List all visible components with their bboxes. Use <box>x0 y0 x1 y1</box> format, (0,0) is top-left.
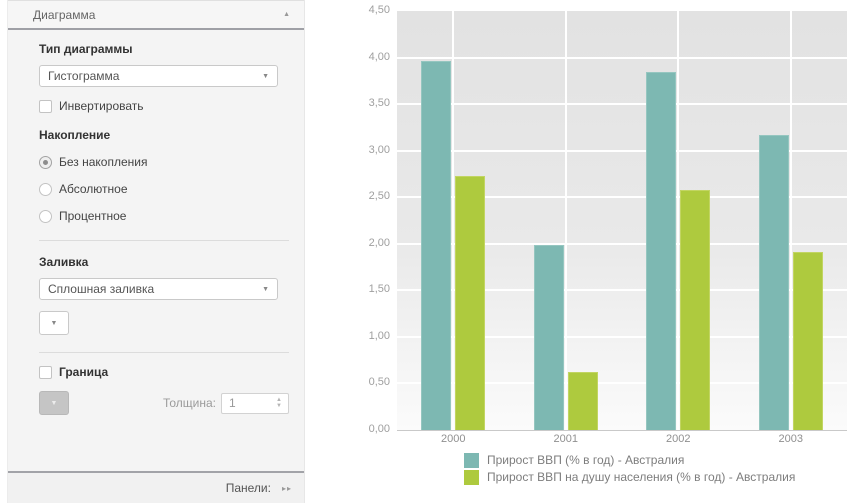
stacking-option-absolute[interactable]: Абсолютное <box>39 182 289 196</box>
v-gridline <box>452 11 455 430</box>
x-axis-label: 2002 <box>666 433 691 445</box>
radio-unselected[interactable] <box>39 182 52 196</box>
panel-body: Тип диаграммы Гистограмма ▼ Инвертироват… <box>8 42 304 415</box>
chevron-down-icon: ▼ <box>262 72 269 80</box>
panel-footer: Панели: ▸▸ <box>8 471 304 503</box>
legend-swatch <box>464 452 479 468</box>
y-axis-tick-label: 1,00 <box>368 329 390 342</box>
y-axis-tick-label: 2,50 <box>368 190 390 203</box>
x-axis-line <box>397 430 847 431</box>
v-gridline <box>564 11 567 430</box>
stepper-down-icon[interactable]: ▼ <box>276 403 282 409</box>
border-checkbox[interactable] <box>39 365 52 379</box>
panel-header: Диаграмма ▲ <box>8 0 304 30</box>
radio-selected[interactable] <box>39 155 52 169</box>
legend-label: Прирост ВВП на душу населения (% в год) … <box>487 470 796 484</box>
bar-2000-series0 <box>421 61 452 430</box>
thickness-value: 1 <box>229 396 236 410</box>
v-gridline <box>789 11 792 430</box>
bar-2003-series0 <box>758 134 789 430</box>
bar-2002-series0 <box>646 71 677 430</box>
h-gridline <box>397 382 847 385</box>
chart-type-value: Гистограмма <box>48 69 120 83</box>
stacking-option-percent[interactable]: Процентное <box>39 209 289 223</box>
bar-2000-series1 <box>455 175 486 430</box>
y-axis-tick-label: 4,00 <box>368 50 390 63</box>
invert-label: Инвертировать <box>59 99 144 113</box>
h-gridline <box>397 335 847 338</box>
chart-settings-panel: Диаграмма ▲ Тип диаграммы Гистограмма ▼ … <box>7 0 305 503</box>
chevron-down-icon: ▼ <box>50 399 58 407</box>
border-checkbox-row[interactable]: Граница <box>39 365 289 379</box>
panel-title: Диаграмма <box>33 7 96 22</box>
collapse-panel-icon[interactable]: ▲ <box>283 11 290 18</box>
x-axis-label: 2001 <box>553 433 578 445</box>
radio-unselected[interactable] <box>39 209 52 223</box>
y-axis-tick-label: 2,00 <box>368 236 390 249</box>
invert-checkbox-row[interactable]: Инвертировать <box>39 99 289 113</box>
stepper-arrows: ▲ ▼ <box>276 397 288 409</box>
y-axis-tick-label: 3,00 <box>368 143 390 156</box>
thickness-label: Толщина: <box>162 396 216 410</box>
legend-item: Прирост ВВП (% в год) - Австралия <box>464 452 795 468</box>
fill-type-select[interactable]: Сплошная заливка ▼ <box>39 278 278 300</box>
divider <box>39 352 289 353</box>
bar-2003-series1 <box>792 252 823 430</box>
y-axis-tick-label: 1,50 <box>368 283 390 296</box>
chevron-down-icon: ▼ <box>262 285 269 293</box>
y-axis-tick-label: 0,00 <box>368 423 390 435</box>
h-gridline <box>397 103 847 106</box>
legend-swatch <box>464 469 479 485</box>
plot-area <box>397 11 847 430</box>
legend-item: Прирост ВВП на душу населения (% в год) … <box>464 469 795 485</box>
fill-label: Заливка <box>39 255 89 269</box>
bar-2001-series1 <box>567 372 598 430</box>
y-axis-tick-label: 0,50 <box>368 376 390 389</box>
y-axis-tick-label: 4,50 <box>368 4 390 16</box>
y-axis-tick-label: 3,50 <box>368 97 390 110</box>
chart-type-select[interactable]: Гистограмма ▼ <box>39 65 278 87</box>
divider <box>39 240 289 241</box>
invert-checkbox[interactable] <box>39 99 52 113</box>
v-gridline <box>677 11 680 430</box>
x-axis-label: 2000 <box>441 433 466 445</box>
h-gridline <box>397 196 847 199</box>
bar-2002-series1 <box>680 189 711 430</box>
border-color-button[interactable]: ▼ <box>39 391 69 415</box>
stacking-option-none[interactable]: Без накопления <box>39 155 289 169</box>
bar-2001-series0 <box>533 244 564 430</box>
fill-color-button[interactable]: ▼ <box>39 311 69 335</box>
legend-label: Прирост ВВП (% в год) - Австралия <box>487 453 685 467</box>
h-gridline <box>397 289 847 292</box>
chart-type-label: Тип диаграммы <box>39 42 133 56</box>
expand-panels-icon[interactable]: ▸▸ <box>281 483 292 493</box>
chevron-down-icon: ▼ <box>50 319 58 327</box>
h-gridline <box>397 242 847 245</box>
h-gridline <box>397 56 847 59</box>
border-label: Граница <box>59 365 109 379</box>
chart-legend: Прирост ВВП (% в год) - Австралия Прирост… <box>464 452 795 486</box>
border-controls-row: ▼ Толщина: 1 ▲ ▼ <box>39 391 289 415</box>
fill-type-value: Сплошная заливка <box>48 282 155 296</box>
panels-label: Панели: <box>225 481 271 495</box>
thickness-stepper[interactable]: 1 ▲ ▼ <box>221 392 289 414</box>
stacking-label: Накопление <box>39 128 111 142</box>
h-gridline <box>397 149 847 152</box>
x-axis-label: 2003 <box>778 433 803 445</box>
stepper-up-icon[interactable]: ▲ <box>276 397 282 403</box>
